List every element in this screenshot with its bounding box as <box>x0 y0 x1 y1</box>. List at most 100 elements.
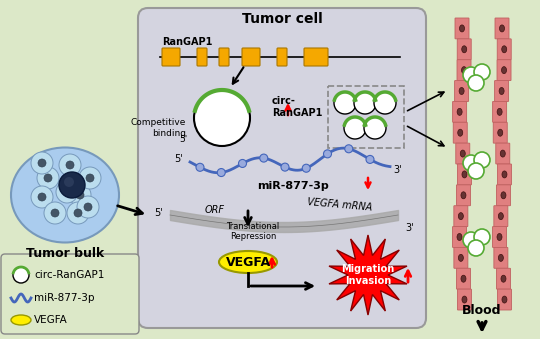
FancyBboxPatch shape <box>494 247 508 268</box>
Ellipse shape <box>459 87 464 95</box>
Ellipse shape <box>219 251 277 273</box>
FancyBboxPatch shape <box>492 101 507 122</box>
FancyBboxPatch shape <box>219 48 229 66</box>
Text: 5': 5' <box>174 154 183 164</box>
Ellipse shape <box>461 275 466 282</box>
Circle shape <box>468 163 484 179</box>
FancyBboxPatch shape <box>495 18 509 39</box>
Ellipse shape <box>498 213 503 220</box>
Circle shape <box>302 164 310 172</box>
FancyBboxPatch shape <box>492 226 507 247</box>
Circle shape <box>217 168 225 177</box>
Circle shape <box>63 188 71 196</box>
Circle shape <box>354 92 376 114</box>
Text: RanGAP1: RanGAP1 <box>162 37 212 47</box>
Text: VEGFA: VEGFA <box>34 315 68 325</box>
Circle shape <box>468 240 484 256</box>
Text: Migration
Invasion: Migration Invasion <box>341 264 395 286</box>
FancyBboxPatch shape <box>455 18 469 39</box>
Circle shape <box>345 145 353 153</box>
FancyBboxPatch shape <box>457 164 471 185</box>
Ellipse shape <box>497 108 502 115</box>
FancyBboxPatch shape <box>197 48 207 66</box>
FancyBboxPatch shape <box>493 122 507 143</box>
FancyBboxPatch shape <box>457 289 471 310</box>
FancyBboxPatch shape <box>456 185 470 206</box>
Ellipse shape <box>458 254 463 261</box>
FancyBboxPatch shape <box>453 226 467 247</box>
Text: 3': 3' <box>393 165 402 175</box>
Circle shape <box>13 267 29 283</box>
Circle shape <box>44 202 66 224</box>
Ellipse shape <box>502 46 507 53</box>
Circle shape <box>64 177 74 187</box>
FancyBboxPatch shape <box>496 185 510 206</box>
Ellipse shape <box>500 150 505 157</box>
Ellipse shape <box>462 67 467 74</box>
Ellipse shape <box>462 46 467 53</box>
Ellipse shape <box>460 25 464 32</box>
Circle shape <box>468 75 484 91</box>
FancyBboxPatch shape <box>496 143 510 164</box>
Ellipse shape <box>502 67 507 74</box>
Circle shape <box>374 92 396 114</box>
Ellipse shape <box>458 129 463 136</box>
FancyBboxPatch shape <box>242 48 260 66</box>
Ellipse shape <box>11 315 31 325</box>
Circle shape <box>67 202 89 224</box>
FancyBboxPatch shape <box>457 39 471 60</box>
Circle shape <box>323 150 332 158</box>
Circle shape <box>239 159 246 167</box>
Ellipse shape <box>502 171 507 178</box>
Circle shape <box>463 67 479 83</box>
Ellipse shape <box>498 129 503 136</box>
Text: ORF: ORF <box>205 205 225 215</box>
Text: 5': 5' <box>154 208 163 218</box>
Ellipse shape <box>501 192 506 199</box>
FancyBboxPatch shape <box>454 206 468 226</box>
Ellipse shape <box>500 25 504 32</box>
Text: Competitive
binding: Competitive binding <box>131 118 186 138</box>
FancyBboxPatch shape <box>277 48 287 66</box>
Text: VEGFA: VEGFA <box>225 256 271 268</box>
Circle shape <box>463 155 479 171</box>
Circle shape <box>77 196 99 218</box>
FancyBboxPatch shape <box>1 254 139 334</box>
Circle shape <box>74 209 82 217</box>
Circle shape <box>463 232 479 248</box>
Circle shape <box>194 90 250 146</box>
Circle shape <box>38 193 46 201</box>
FancyBboxPatch shape <box>456 143 470 164</box>
Circle shape <box>344 117 366 139</box>
Circle shape <box>474 229 490 245</box>
Circle shape <box>281 163 289 171</box>
Circle shape <box>474 64 490 80</box>
Polygon shape <box>329 235 407 315</box>
Circle shape <box>76 191 84 199</box>
Text: circ-RanGAP1: circ-RanGAP1 <box>34 270 104 280</box>
Ellipse shape <box>457 108 462 115</box>
Text: Tumor bulk: Tumor bulk <box>26 247 104 260</box>
Ellipse shape <box>461 192 466 199</box>
Text: 3': 3' <box>405 223 414 233</box>
Ellipse shape <box>11 147 119 242</box>
Circle shape <box>366 155 374 163</box>
Circle shape <box>59 172 85 198</box>
Circle shape <box>38 159 46 167</box>
Circle shape <box>86 174 94 182</box>
Circle shape <box>69 184 91 206</box>
Text: miR-877-3p: miR-877-3p <box>34 293 94 303</box>
FancyBboxPatch shape <box>497 39 511 60</box>
Circle shape <box>44 174 52 182</box>
FancyBboxPatch shape <box>304 48 328 66</box>
Text: Blood: Blood <box>462 304 502 317</box>
FancyBboxPatch shape <box>455 81 469 101</box>
Circle shape <box>56 181 78 203</box>
FancyBboxPatch shape <box>454 247 468 268</box>
Circle shape <box>364 117 386 139</box>
Text: VEGFA mRNA: VEGFA mRNA <box>307 197 373 213</box>
Circle shape <box>84 203 92 211</box>
Ellipse shape <box>462 171 467 178</box>
Ellipse shape <box>501 275 506 282</box>
Circle shape <box>37 167 59 189</box>
